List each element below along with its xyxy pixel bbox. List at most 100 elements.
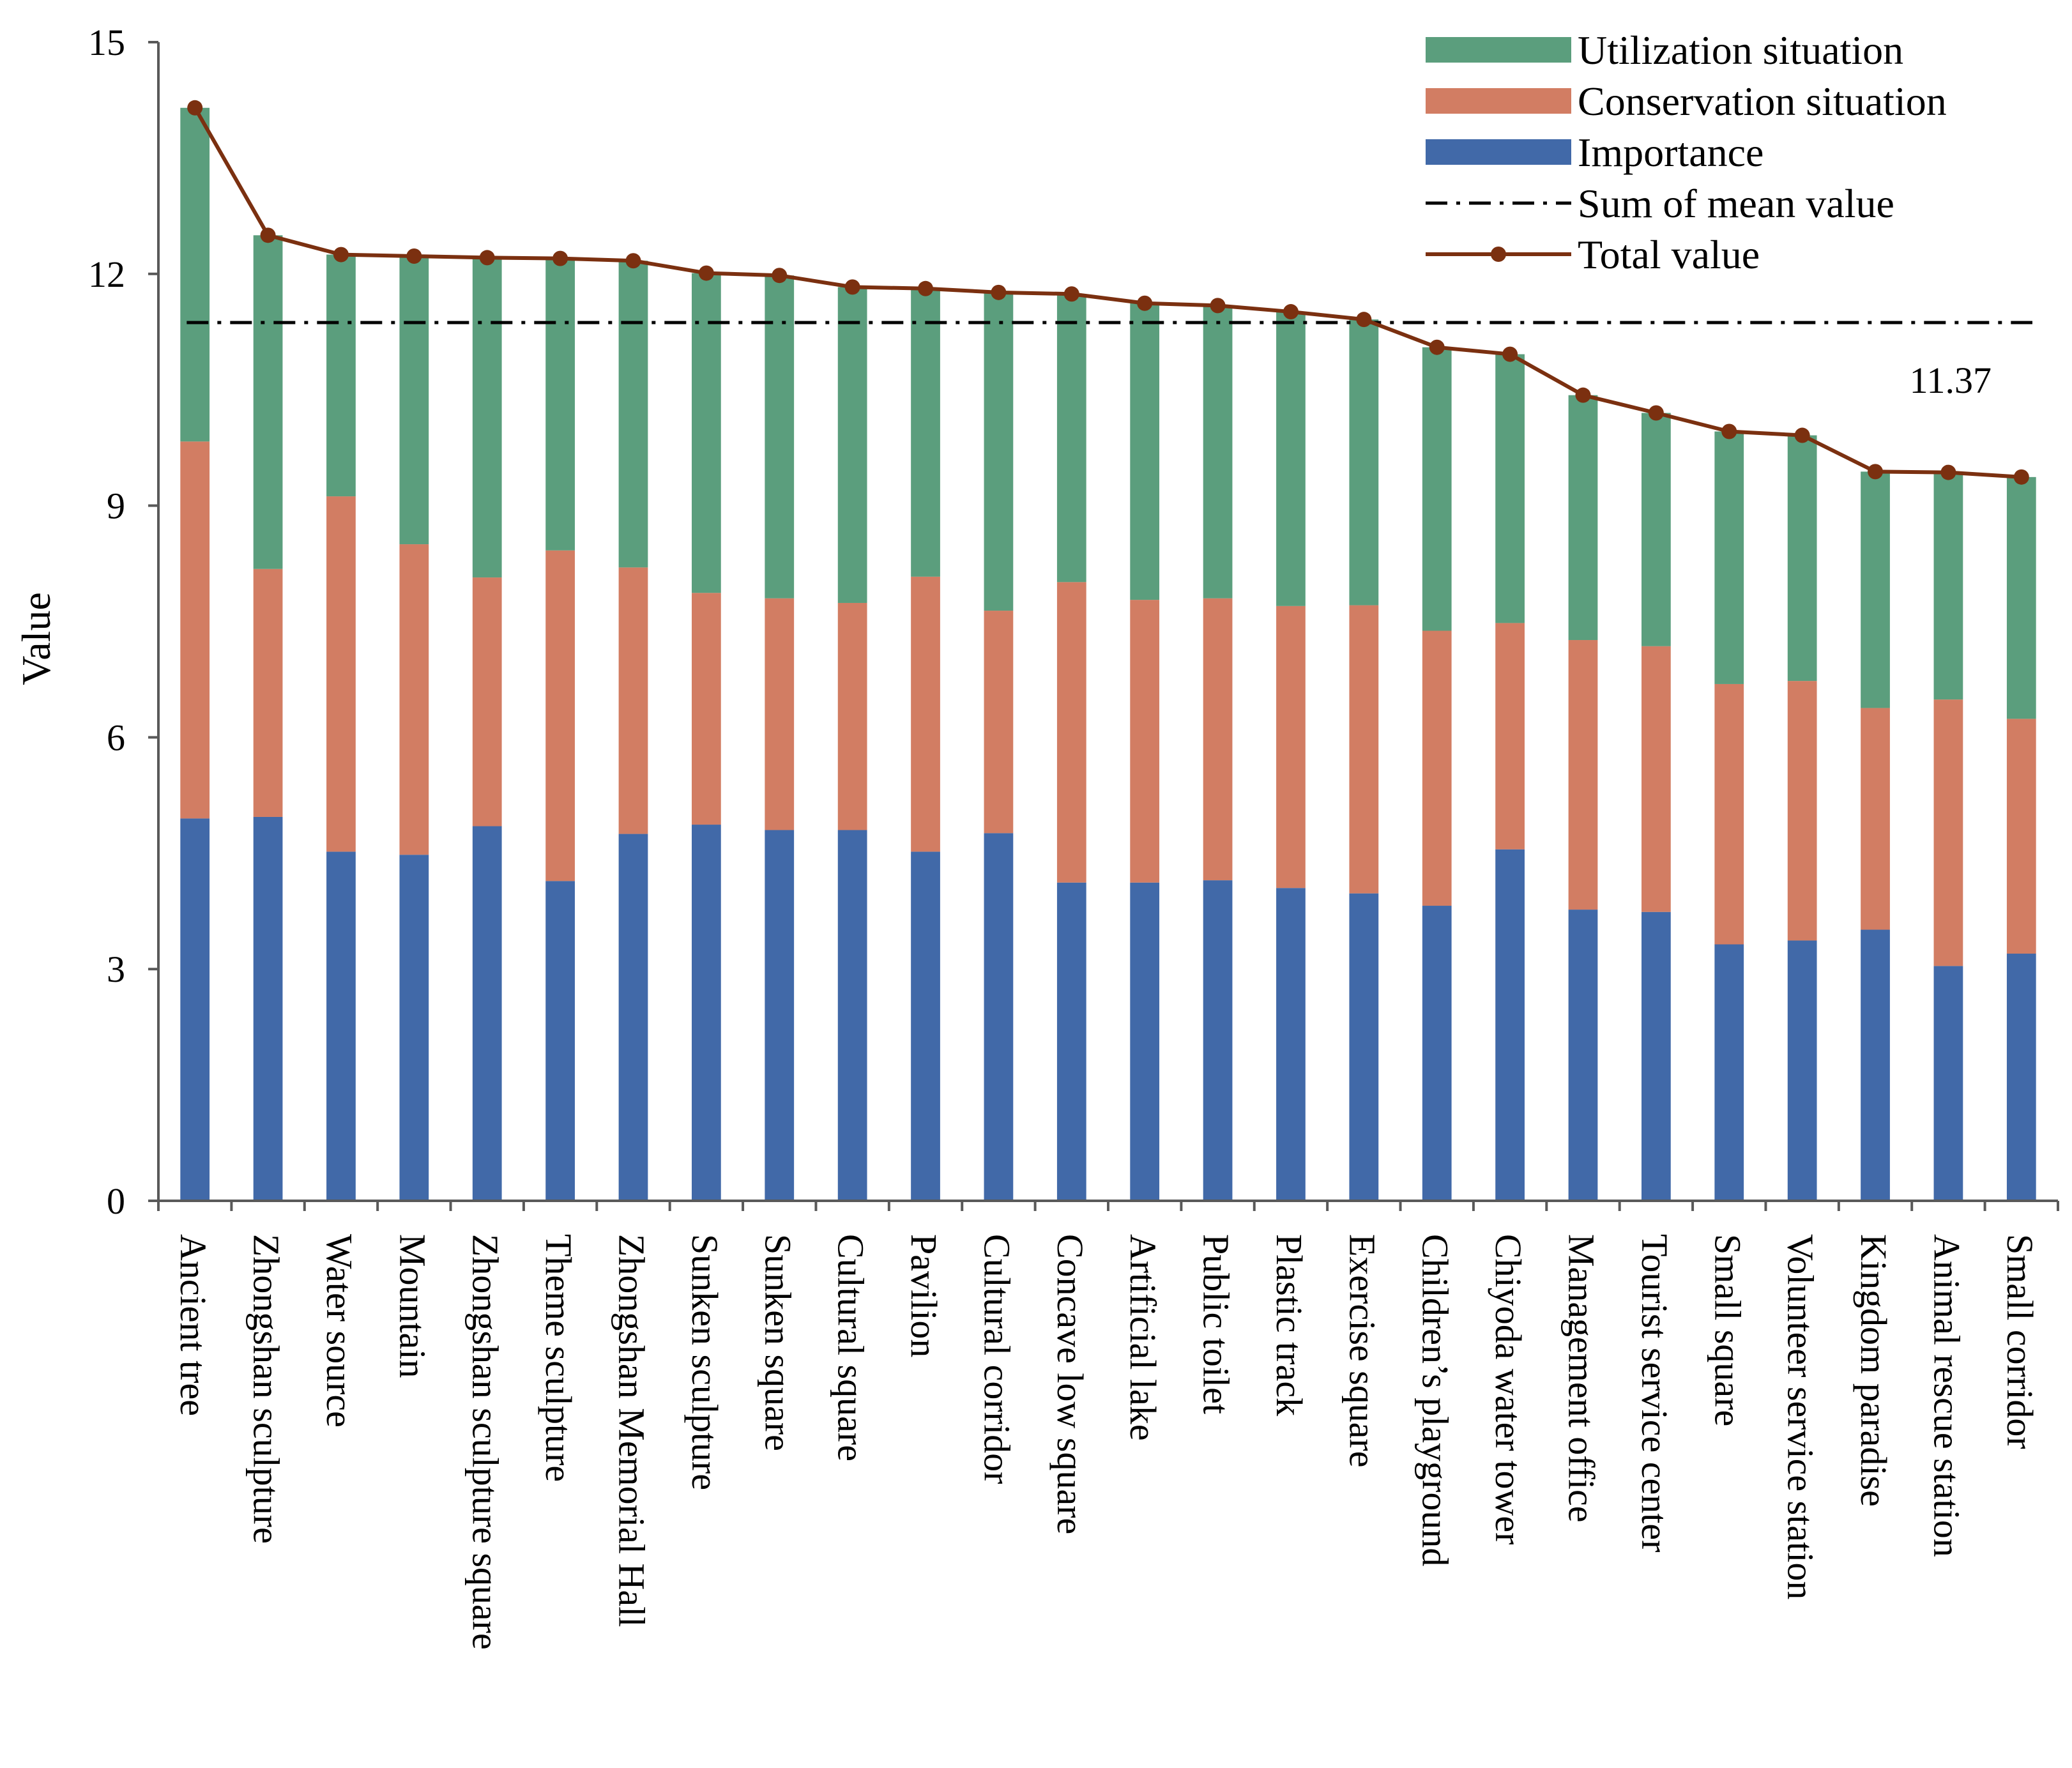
bar-utilization-situation [253, 235, 283, 569]
legend-label: Sum of mean value [1578, 181, 1894, 226]
bar-conservation-situation [180, 441, 210, 819]
bar-conservation-situation [1203, 598, 1233, 881]
bar-conservation-situation [692, 593, 721, 825]
bar-conservation-situation [253, 568, 283, 817]
bar-importance [1933, 966, 1963, 1201]
axes-layer: 0 3 6 9 12 15 Ancient tree Zhongshan sculpture W… [88, 22, 2059, 1650]
y-tick-label: 9 [107, 485, 125, 527]
total-value-point [991, 284, 1007, 300]
total-value-point [1648, 405, 1664, 421]
total-value-point [333, 247, 349, 263]
total-value-point [1940, 464, 1956, 480]
bar-conservation-situation [399, 544, 429, 855]
bar-utilization-situation [399, 255, 429, 545]
bar-importance [1787, 940, 1817, 1201]
x-category-label: Zhongshan sculpture square [465, 1234, 507, 1650]
x-category-label: Water source [319, 1234, 360, 1428]
total-value-point [406, 248, 422, 264]
bar-importance [472, 826, 502, 1201]
bar-importance [1422, 906, 1452, 1201]
x-category-label: Sunken square [757, 1234, 798, 1451]
bar-utilization-situation [984, 292, 1014, 611]
bar-utilization-situation [1568, 395, 1598, 641]
x-category-label: Small corridor [1999, 1234, 2041, 1449]
x-category-label: Chiyoda water tower [1488, 1234, 1529, 1544]
bar-conservation-situation [911, 576, 940, 852]
bar-importance [1861, 929, 1890, 1201]
bar-importance [1495, 849, 1525, 1201]
x-category-label: Kingdom paradise [1853, 1234, 1894, 1507]
x-category-label: Plastic track [1268, 1234, 1310, 1416]
bar-utilization-situation [1203, 305, 1233, 598]
x-category-label: Small square [1707, 1234, 1748, 1426]
bar-importance [1276, 888, 1306, 1201]
mean-value-label: 11.37 [1910, 360, 1992, 401]
y-tick-label: 0 [107, 1180, 125, 1222]
x-category-label: Public toilet [1196, 1234, 1237, 1414]
bar-importance [1203, 880, 1233, 1201]
bar-conservation-situation [1861, 708, 1890, 930]
bar-utilization-situation [692, 273, 721, 593]
total-line-layer [187, 100, 2029, 485]
bar-utilization-situation [472, 257, 502, 578]
y-tick-label: 15 [88, 22, 125, 63]
bars-layer [180, 107, 2036, 1201]
legend: Utilization situation Conservation situat… [1426, 27, 1947, 277]
bar-conservation-situation [1422, 630, 1452, 906]
bar-conservation-situation [545, 550, 575, 881]
bar-utilization-situation [911, 288, 940, 577]
total-value-point [625, 253, 641, 269]
y-axis-title: Value [13, 592, 59, 685]
bar-utilization-situation [618, 261, 648, 568]
bar-utilization-situation [1056, 294, 1086, 583]
bar-importance [326, 851, 356, 1201]
total-value-point [1575, 387, 1591, 403]
legend-label: Total value [1578, 232, 1760, 277]
y-tick-label: 12 [88, 254, 125, 295]
x-category-label: Cultural square [830, 1234, 872, 1461]
bar-importance [399, 855, 429, 1201]
bar-importance [618, 834, 648, 1201]
bar-conservation-situation [984, 611, 1014, 834]
bar-importance [765, 830, 795, 1201]
bar-conservation-situation [1642, 646, 1671, 912]
bar-utilization-situation [1422, 347, 1452, 631]
bar-conservation-situation [1787, 681, 1817, 941]
x-category-label: Theme sculpture [538, 1234, 579, 1482]
total-value-point [1137, 295, 1153, 311]
legend-marker [1491, 247, 1506, 262]
bar-conservation-situation [1349, 605, 1379, 894]
bar-conservation-situation [1933, 699, 1963, 966]
bar-importance [911, 851, 940, 1201]
x-category-label: Cultural corridor [976, 1234, 1017, 1484]
bar-importance [692, 825, 721, 1201]
x-category-label: Pavilion [903, 1234, 945, 1357]
x-category-label: Zhongshan Memorial Hall [611, 1234, 653, 1627]
legend-label: Utilization situation [1578, 27, 1903, 73]
bar-conservation-situation [1276, 606, 1306, 888]
y-tick-label: 3 [107, 949, 125, 990]
bar-utilization-situation [2006, 476, 2036, 719]
x-category-label: Management office [1561, 1234, 1603, 1522]
bar-conservation-situation [1495, 623, 1525, 850]
bar-utilization-situation [1787, 435, 1817, 682]
x-category-label: Children’s playground [1415, 1234, 1456, 1566]
legend-label: Importance [1578, 130, 1763, 175]
bar-importance [545, 881, 575, 1201]
total-value-point [1721, 423, 1737, 439]
bar-utilization-situation [1861, 471, 1890, 708]
total-value-point [1063, 286, 1079, 302]
bar-utilization-situation [545, 258, 575, 551]
total-value-point [1502, 346, 1518, 362]
bar-utilization-situation [1349, 319, 1379, 606]
bar-importance [1714, 944, 1744, 1201]
x-category-label: Sunken sculpture [684, 1234, 726, 1490]
legend-swatch [1426, 37, 1571, 63]
total-value-point [187, 100, 203, 116]
total-value-point [479, 250, 495, 266]
total-value-point [844, 279, 860, 295]
bar-utilization-situation [1276, 312, 1306, 606]
bar-utilization-situation [1714, 431, 1744, 684]
bar-conservation-situation [1130, 600, 1160, 883]
